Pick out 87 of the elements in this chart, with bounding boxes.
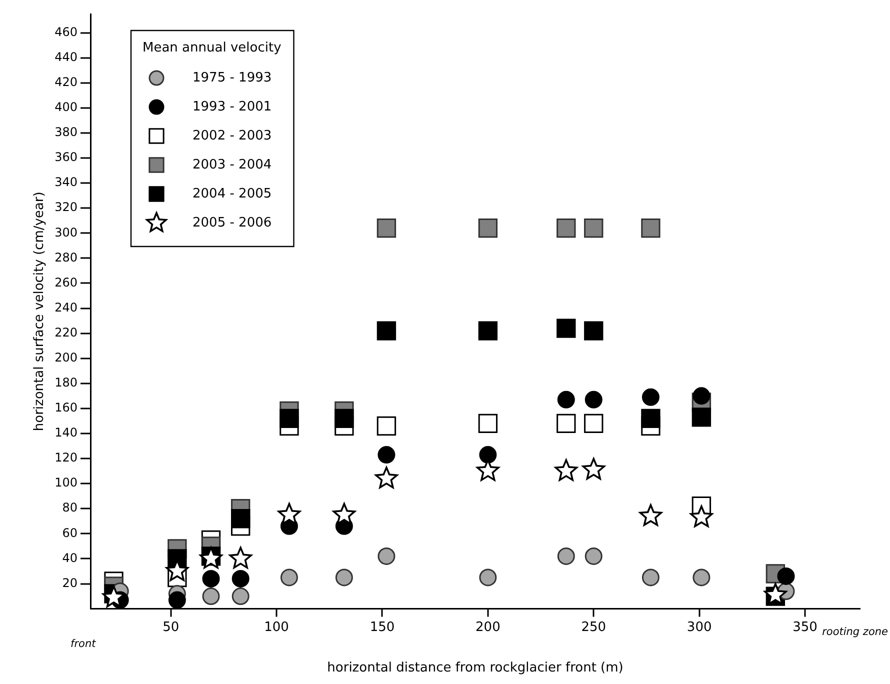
- point: [642, 568, 660, 586]
- point: [378, 547, 396, 565]
- point: [554, 459, 578, 481]
- point: [375, 466, 398, 488]
- text: rooting zone: [822, 626, 888, 638]
- x-tick-label: 100: [264, 620, 289, 635]
- point: [584, 414, 604, 434]
- point: [229, 546, 252, 569]
- point: [692, 387, 710, 405]
- x-tick-label: 250: [581, 620, 606, 635]
- y-tick-label: 140: [54, 426, 78, 440]
- y-tick-label: 280: [54, 250, 78, 264]
- point: [584, 390, 602, 408]
- point: [642, 388, 660, 406]
- point: [202, 570, 220, 588]
- y-axis-title: horizontal surface velocity (cm/year): [32, 192, 48, 432]
- y-tick-label: 400: [54, 100, 78, 114]
- point: [557, 390, 575, 408]
- y-tick-label: 420: [54, 74, 78, 89]
- x-tick-label: 150: [370, 620, 395, 635]
- legend-label: 2004 - 2005: [192, 186, 272, 202]
- y-tick-label: 100: [54, 476, 78, 490]
- point: [639, 504, 662, 526]
- point: [692, 568, 710, 586]
- point: [556, 414, 576, 434]
- point: [641, 218, 660, 238]
- point: [231, 509, 250, 528]
- point: [556, 218, 576, 238]
- point: [102, 586, 126, 608]
- y-tick-label: 320: [54, 200, 78, 214]
- point: [280, 408, 299, 428]
- x-tick-label: 300: [686, 620, 712, 635]
- x-tick-label: 200: [476, 620, 500, 635]
- y-tick-label: 340: [54, 175, 78, 190]
- point: [378, 446, 396, 464]
- point: [376, 321, 396, 340]
- point: [280, 568, 298, 586]
- point: [582, 458, 605, 480]
- point: [232, 570, 250, 588]
- x-tick-label: 350: [792, 620, 818, 635]
- point: [556, 318, 576, 338]
- point: [584, 321, 604, 340]
- text: front: [70, 638, 97, 650]
- point: [777, 567, 795, 585]
- y-tick-label: 80: [62, 500, 78, 515]
- point: [479, 568, 497, 586]
- point: [334, 408, 354, 428]
- y-tick-label: 40: [62, 550, 78, 565]
- legend-label: 2002 - 2003: [192, 128, 272, 144]
- y-tick-label: 460: [54, 24, 78, 39]
- y-tick-label: 380: [54, 125, 78, 140]
- point: [764, 583, 787, 605]
- point: [641, 408, 660, 428]
- point: [335, 568, 353, 586]
- point: [478, 321, 498, 340]
- y-tick-label: 20: [62, 576, 78, 590]
- y-tick-label: 240: [54, 300, 78, 314]
- point: [168, 591, 186, 609]
- point: [557, 547, 575, 565]
- point: [376, 218, 396, 238]
- y-tick-label: 200: [54, 350, 78, 364]
- legend-title: Mean annual velocity: [142, 40, 282, 56]
- point: [376, 416, 396, 436]
- y-tick-label: 160: [54, 400, 78, 415]
- point: [232, 588, 250, 606]
- point: [584, 547, 602, 565]
- y-tick-label: 60: [62, 526, 78, 540]
- point: [478, 218, 498, 238]
- point: [479, 446, 497, 464]
- y-tick-label: 220: [54, 325, 78, 340]
- legend-label: 2005 - 2006: [192, 215, 272, 230]
- y-tick-label: 260: [54, 275, 78, 290]
- point: [478, 414, 498, 434]
- y-tick-label: 120: [54, 450, 78, 465]
- y-tick-label: 300: [54, 225, 78, 240]
- point: [202, 588, 220, 606]
- y-tick-label: 440: [54, 50, 78, 64]
- legend-label: 2003 - 2004: [192, 157, 272, 172]
- x-tick-label: 50: [162, 620, 180, 635]
- point: [584, 218, 604, 238]
- point: [692, 408, 712, 427]
- point: [690, 505, 713, 528]
- y-tick-label: 180: [54, 376, 78, 390]
- y-tick-label: 360: [54, 150, 78, 164]
- legend-label: 1993 - 2001: [192, 99, 272, 114]
- x-axis-title: horizontal distance from rockglacier front (m): [327, 660, 624, 676]
- legend-label: 1975 - 1993: [192, 70, 272, 86]
